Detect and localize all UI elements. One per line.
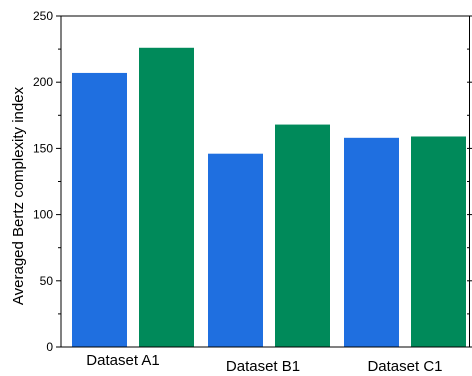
axes-group bbox=[56, 15, 472, 348]
y-axis-title: Averaged Bertz complexity index bbox=[10, 86, 27, 305]
bar-series2-dataset-a1 bbox=[139, 47, 194, 347]
y-tick-label: 0 bbox=[46, 340, 53, 354]
y-tick-label: 50 bbox=[40, 274, 54, 288]
bar-series2-dataset-c1 bbox=[411, 136, 466, 347]
bars-group bbox=[72, 47, 466, 348]
y-tick-label: 150 bbox=[33, 141, 53, 155]
bar-series2-dataset-b1 bbox=[275, 124, 330, 348]
bar-series1-dataset-c1 bbox=[344, 137, 399, 347]
bar-series1-dataset-a1 bbox=[72, 72, 127, 347]
bar-series1-dataset-b1 bbox=[208, 153, 263, 347]
y-tick-label: 200 bbox=[33, 75, 53, 89]
x-category-label: Dataset C1 bbox=[367, 358, 442, 375]
y-tick-label: 100 bbox=[33, 208, 53, 222]
labels-group: 0 50 100 150 200 250 Dataset A1 Dataset B1 Datas… bbox=[33, 9, 443, 375]
x-category-label: Dataset A1 bbox=[86, 352, 159, 369]
y-tick-label: 250 bbox=[33, 9, 53, 23]
x-category-label: Dataset B1 bbox=[226, 358, 300, 375]
